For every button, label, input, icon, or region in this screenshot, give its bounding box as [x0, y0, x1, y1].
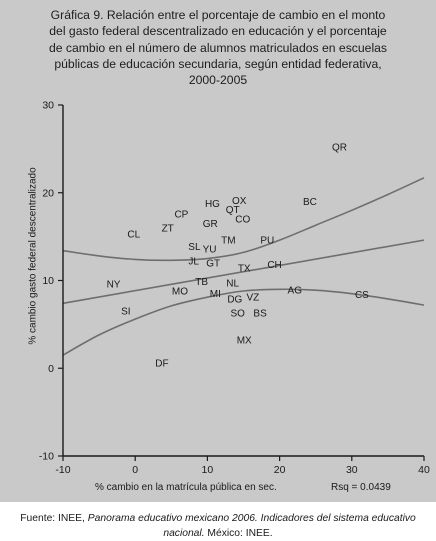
chart-panel: Gráfica 9. Relación entre el porcentaje …	[0, 0, 436, 502]
fit-curves	[62, 177, 425, 356]
title-line: Gráfica 9. Relación entre el porcentaje …	[50, 8, 386, 22]
data-point-label: CP	[174, 209, 188, 220]
ci-upper-curve	[62, 177, 425, 262]
data-point-label: HG	[205, 199, 220, 210]
data-point-label: NY	[107, 280, 121, 291]
data-point-label: SI	[121, 307, 130, 318]
data-points: QR BC OX HG QT CP CO GR ZT CL TM PU SL YU JL GT TX CH NY TB…	[107, 143, 370, 370]
rsq-annotation: Rsq = 0.0439	[331, 482, 391, 493]
x-tick-label: 0	[132, 464, 138, 476]
data-point-label: BC	[303, 197, 317, 208]
data-point-label: QT	[226, 205, 240, 216]
data-point-label: CH	[267, 260, 281, 271]
x-tick-label: 20	[274, 464, 286, 476]
data-point-label: PU	[260, 236, 274, 247]
data-point-label: CO	[235, 215, 250, 226]
data-point-label: MX	[237, 336, 252, 347]
data-point-label: NL	[226, 279, 239, 290]
y-tick-label: 30	[42, 100, 54, 112]
data-point-label: TB	[195, 277, 208, 288]
regression-line	[62, 239, 425, 305]
x-tick-label: 10	[202, 464, 214, 476]
data-point-label: CS	[355, 290, 369, 301]
data-point-label: DG	[227, 294, 242, 305]
data-point-label: TM	[221, 236, 235, 247]
data-point-label: BS	[253, 308, 267, 319]
scatter-plot: -10 0 10 20 30 -10 0 10 20 30 40 QR BC OX HG QT CP CO GR Z…	[39, 100, 430, 477]
data-point-label: GR	[203, 219, 218, 230]
data-point-label: SO	[230, 308, 245, 319]
data-point-label: CL	[127, 229, 140, 240]
data-point-label: ZT	[162, 223, 174, 234]
x-tick-label: 40	[418, 464, 430, 476]
source-suffix: México: INEE.	[204, 528, 273, 539]
title-line: públicas de educación secundaria, según …	[54, 56, 382, 71]
x-axis-label: % cambio en la matrícula pública en sec.	[95, 482, 277, 493]
data-point-label: DF	[155, 358, 168, 369]
data-point-label: QR	[332, 143, 347, 154]
y-tick-label: 10	[42, 275, 54, 287]
x-tick-label: 30	[346, 464, 358, 476]
y-tick-label: -10	[39, 451, 54, 463]
ticks: -10 0 10 20 30 -10 0 10 20 30 40	[39, 100, 430, 477]
source-note: Fuente: INEE, Panorama educativo mexican…	[8, 511, 428, 541]
data-point-label: YU	[203, 244, 217, 255]
data-point-label: VZ	[246, 293, 259, 304]
y-tick-label: 20	[42, 187, 54, 199]
data-point-label: MO	[172, 287, 188, 298]
data-point-label: AG	[288, 286, 303, 297]
chart-title: Gráfica 9. Relación entre el porcentaje …	[30, 7, 406, 88]
data-point-label: GT	[206, 258, 220, 269]
data-point-label: JL	[188, 257, 199, 268]
data-point-label: TX	[238, 264, 251, 275]
title-line: 2000-2005	[188, 73, 248, 88]
source-prefix: Fuente: INEE,	[20, 513, 88, 524]
title-line: de cambio en el número de alumnos matric…	[48, 40, 388, 55]
title-line: del gasto federal descentralizado en edu…	[49, 24, 387, 39]
data-point-label: OX	[232, 196, 247, 207]
source-title: Panorama educativo mexicano 2006. Indica…	[87, 513, 416, 539]
y-axis-label: % cambio gasto federal descentralizado	[27, 167, 39, 345]
data-point-label: MI	[210, 289, 221, 300]
y-tick-label: 0	[48, 363, 54, 375]
ci-lower-curve	[62, 288, 425, 356]
x-tick-label: -10	[55, 464, 70, 476]
data-point-label: SL	[188, 242, 201, 253]
